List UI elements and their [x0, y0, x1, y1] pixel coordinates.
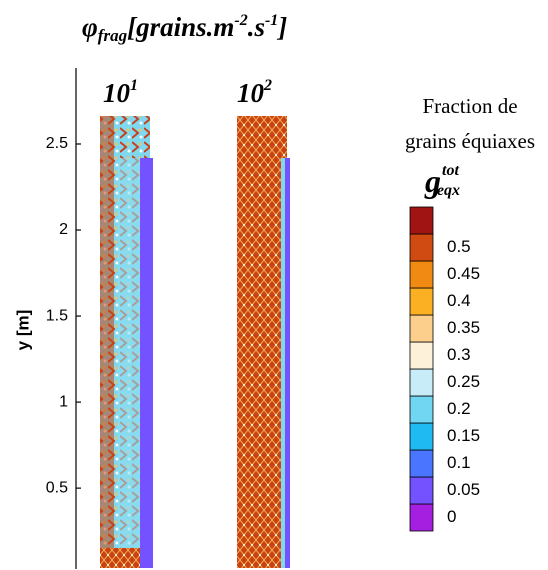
colorbar-swatch	[409, 422, 434, 451]
panel-label: 102	[237, 77, 272, 109]
chart-title: φfrag[grains.m-2.s-1]	[82, 12, 287, 45]
y-tick-label: 0.5	[46, 479, 68, 496]
colorbar-swatch	[409, 476, 434, 505]
colorbar-symbol: gtot eqx	[424, 162, 460, 200]
colorbar-swatch	[409, 206, 434, 235]
y-tick-label: 1.5	[46, 307, 68, 324]
panel-label: 101	[103, 77, 138, 109]
colorbar-label: 0.3	[447, 345, 471, 364]
colorbar-label: 0.2	[447, 399, 471, 418]
colorbar-label: 0.45	[447, 264, 480, 283]
y-tick-label: 1	[59, 393, 68, 410]
colorbar-label: 0.4	[447, 291, 471, 310]
colorbar-label: 0.5	[447, 237, 471, 256]
colorbar-swatch	[409, 341, 434, 370]
colorbar-swatch	[409, 395, 434, 424]
colorbar-label: 0.15	[447, 426, 480, 445]
panel-field	[237, 116, 290, 568]
colorbar-label: 0.1	[447, 453, 471, 472]
colorbar-swatch	[409, 233, 434, 262]
colorbar-title: grains équiaxes	[405, 129, 535, 153]
colorbar-title: Fraction de	[422, 94, 517, 118]
colorbar-label: 0.35	[447, 318, 480, 337]
colorbar-swatch	[409, 449, 434, 478]
colorbar-swatch	[409, 503, 434, 532]
colorbar-swatch	[409, 314, 434, 343]
y-tick-label: 2.5	[46, 135, 68, 152]
colorbar-swatch	[409, 260, 434, 289]
y-axis-label: y [m]	[13, 310, 32, 351]
colorbar-label: 0	[447, 507, 456, 526]
colorbar-swatch	[409, 368, 434, 397]
y-tick-label: 2	[59, 221, 68, 238]
panel-field	[100, 116, 153, 568]
colorbar-label: 0.25	[447, 372, 480, 391]
colorbar-label: 0.05	[447, 480, 480, 499]
colorbar-swatch	[409, 287, 434, 316]
